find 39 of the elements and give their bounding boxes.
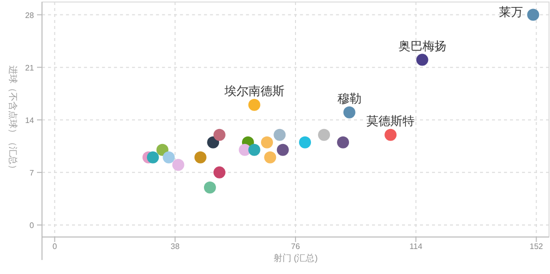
- point: [162, 151, 175, 164]
- y-tick-label: 7: [30, 168, 35, 178]
- y-tick-label: 0: [30, 220, 35, 230]
- point: [264, 151, 276, 164]
- annotation: 奥巴梅扬: [398, 38, 446, 53]
- annotation: 莫德斯特: [366, 114, 415, 128]
- point: [416, 54, 428, 66]
- annotation: 埃尔南德斯: [223, 84, 284, 98]
- point: [276, 144, 289, 156]
- point: [299, 136, 312, 148]
- point: [337, 136, 350, 148]
- x-tick-label: 0: [52, 242, 58, 251]
- point: [248, 144, 260, 156]
- point: [146, 151, 159, 164]
- y-tick-label: 28: [25, 10, 35, 20]
- x-tick-label: 76: [291, 242, 300, 251]
- y-axis-title: 进球（不含点球）（汇总）: [8, 66, 18, 174]
- x-axis-title: 射门 (汇总): [273, 253, 318, 263]
- point: [156, 144, 168, 156]
- annotation: 穆勒: [337, 91, 362, 106]
- point: [172, 158, 184, 171]
- point: [194, 151, 206, 164]
- point: [274, 128, 286, 141]
- x-tick-label: 114: [410, 242, 423, 251]
- point: [384, 128, 397, 141]
- x-tick-label: 152: [530, 242, 544, 251]
- point: [213, 166, 226, 178]
- x-tick-label: 38: [170, 242, 180, 251]
- point: [204, 181, 216, 194]
- point: [527, 8, 540, 21]
- annotation: 莱万: [499, 4, 524, 19]
- point: [248, 98, 260, 111]
- y-tick-label: 14: [25, 116, 35, 125]
- point: [260, 136, 273, 148]
- point: [207, 136, 220, 148]
- y-tick-label: 21: [25, 63, 35, 72]
- point: [343, 106, 356, 118]
- point: [318, 128, 330, 141]
- point: [213, 128, 226, 141]
